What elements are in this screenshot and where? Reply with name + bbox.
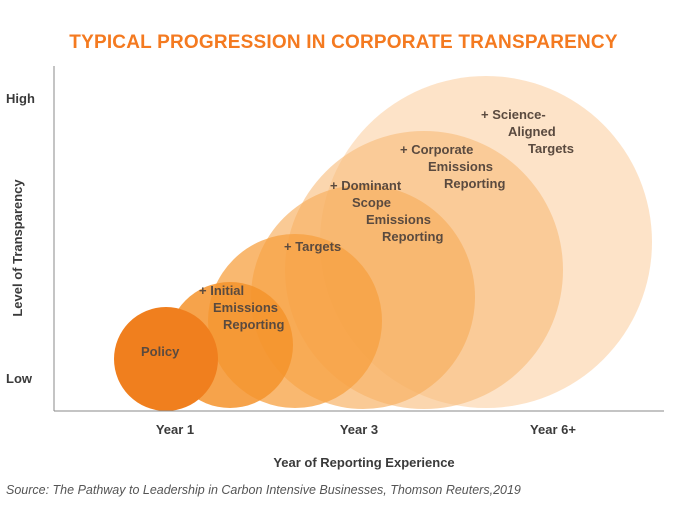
stage-label-4-line-3: Emissions bbox=[366, 212, 431, 227]
stage-label-2-line-1: + Initial bbox=[199, 283, 244, 298]
stage-label-1-line-1: Policy bbox=[141, 344, 180, 359]
stage-label-1: Policy bbox=[141, 344, 180, 359]
chart-title: TYPICAL PROGRESSION IN CORPORATE TRANSPA… bbox=[69, 32, 618, 53]
x-tick-year-1: Year 1 bbox=[156, 422, 194, 437]
stage-label-4-line-2: Scope bbox=[352, 195, 391, 210]
stage-label-5-line-2: Emissions bbox=[428, 159, 493, 174]
stage-label-6-line-1: + Science- bbox=[481, 107, 546, 122]
stage-label-2-line-3: Reporting bbox=[223, 317, 284, 332]
x-tick-year-6-plus: Year 6+ bbox=[530, 422, 576, 437]
y-axis-low-label: Low bbox=[6, 371, 33, 386]
stage-label-6-line-3: Targets bbox=[528, 141, 574, 156]
stage-label-2-line-2: Emissions bbox=[213, 300, 278, 315]
stage-label-5-line-1: + Corporate bbox=[400, 142, 473, 157]
stage-label-3-line-1: + Targets bbox=[284, 239, 341, 254]
y-axis-title: Level of Transparency bbox=[10, 179, 25, 317]
stage-circle-1 bbox=[114, 307, 218, 411]
stage-label-2: + Initial Emissions Reporting bbox=[199, 283, 284, 332]
stage-label-3: + Targets bbox=[284, 239, 341, 254]
stage-label-6-line-2: Aligned bbox=[508, 124, 556, 139]
stage-label-5: + Corporate Emissions Reporting bbox=[400, 142, 505, 191]
source-note: Source: The Pathway to Leadership in Car… bbox=[6, 483, 521, 497]
x-tick-year-3: Year 3 bbox=[340, 422, 378, 437]
stage-label-4-line-1: + Dominant bbox=[330, 178, 402, 193]
stage-labels: Policy + Initial Emissions Reporting + T… bbox=[141, 107, 574, 359]
stage-label-5-line-3: Reporting bbox=[444, 176, 505, 191]
x-axis-title: Year of Reporting Experience bbox=[273, 455, 454, 470]
stage-label-6: + Science- Aligned Targets bbox=[481, 107, 574, 156]
stage-label-4: + Dominant Scope Emissions Reporting bbox=[330, 178, 443, 244]
y-axis-high-label: High bbox=[6, 91, 35, 106]
stage-circles bbox=[114, 76, 652, 411]
stage-label-4-line-4: Reporting bbox=[382, 229, 443, 244]
